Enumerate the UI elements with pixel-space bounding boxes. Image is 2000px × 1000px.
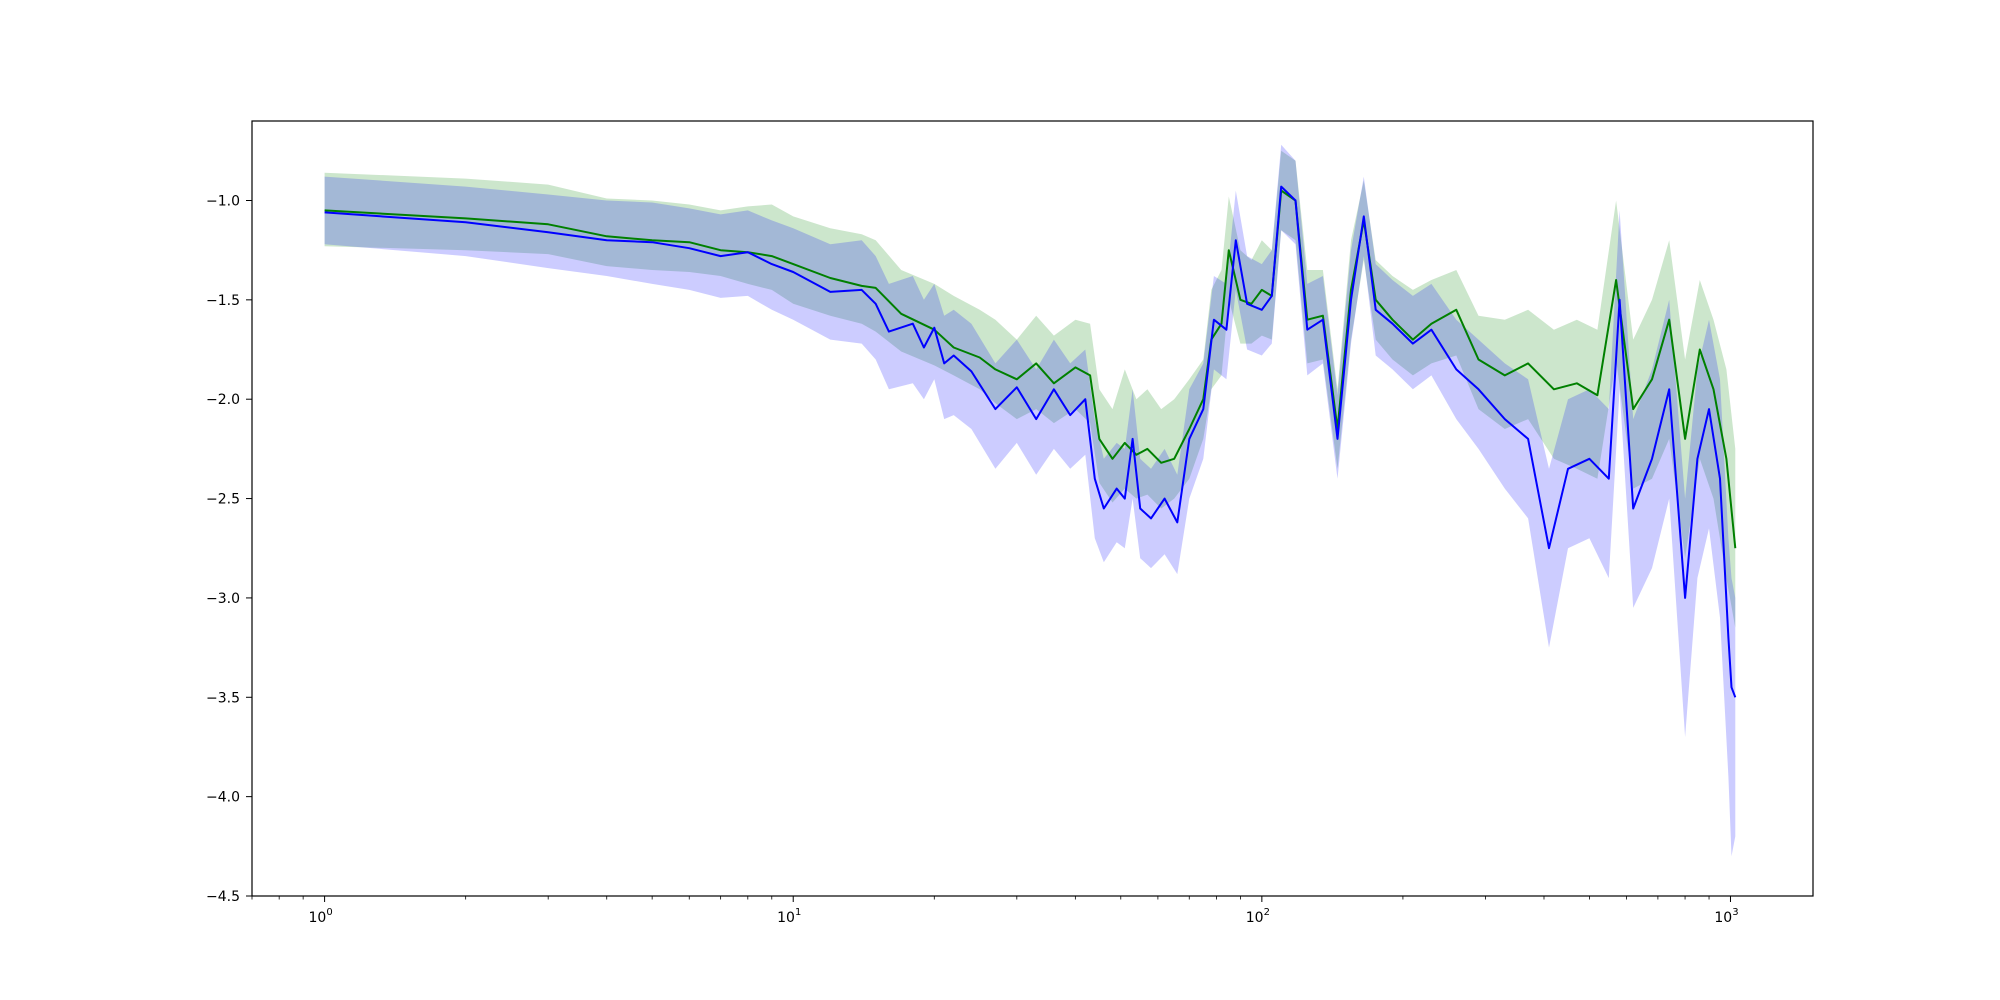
series-0-band — [324, 150, 1736, 628]
y-tick-label: −2.5 — [206, 492, 240, 508]
y-tick-label: −4.0 — [206, 790, 240, 806]
x-axis: 100 101 102 103 — [251, 896, 1739, 926]
y-axis: −1.0 −1.5 −2.0 −2.5 −3.0 −3.5 −4.0 −4.5 — [206, 193, 252, 905]
y-tick-label: −3.0 — [206, 591, 240, 607]
series-0-line — [324, 189, 1737, 549]
series-lines — [324, 185, 1737, 698]
y-tick-label: −4.5 — [206, 889, 240, 905]
plot-frame — [251, 120, 1814, 897]
y-tick-label: −2.0 — [206, 392, 240, 408]
y-tick-label: −3.5 — [206, 690, 240, 706]
y-tick-label: −1.0 — [206, 193, 240, 209]
series-1-line — [324, 185, 1737, 698]
series-1-band — [324, 144, 1736, 857]
y-tick-label: −1.5 — [206, 293, 240, 309]
confidence-bands — [324, 144, 1736, 857]
